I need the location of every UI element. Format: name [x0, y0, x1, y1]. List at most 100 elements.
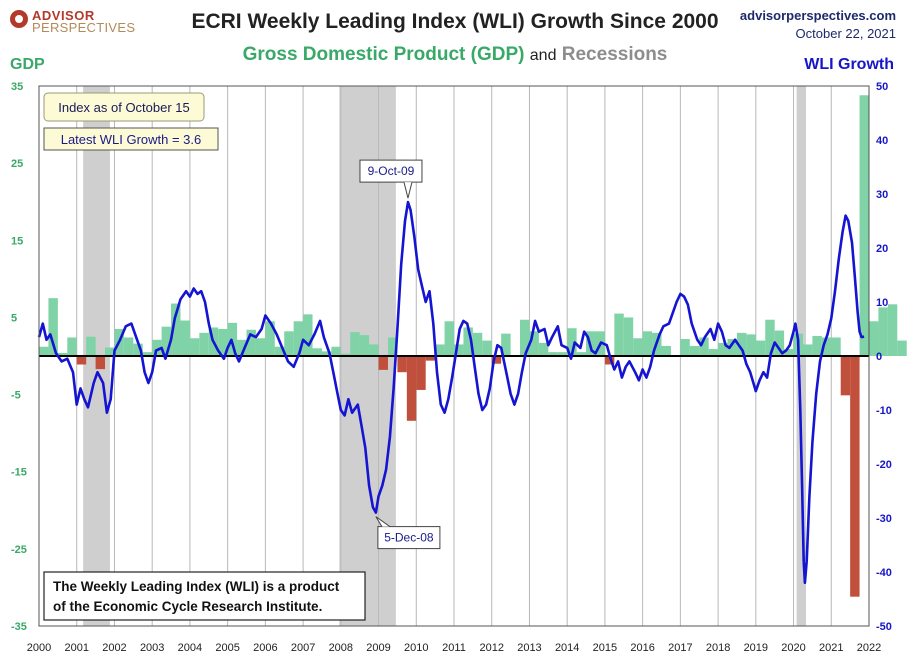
annotation-callout: 5-Dec-08 — [375, 516, 441, 550]
right-axis-title: WLI Growth — [804, 56, 894, 73]
left-tick-label: -5 — [11, 390, 21, 402]
annotation-box — [377, 526, 441, 550]
x-tick-label: 2007 — [291, 642, 315, 654]
note-line-2: of the Economic Cycle Research Institute… — [53, 599, 322, 614]
subtitle-gdp: Gross Domestic Product (GDP) — [242, 44, 525, 65]
gdp-bar — [152, 339, 162, 356]
x-tick-label: 2021 — [819, 642, 843, 654]
x-tick-label: 2014 — [555, 642, 579, 654]
annotation-pointer — [403, 181, 413, 199]
gdp-bar — [623, 317, 634, 356]
gdp-bar — [784, 349, 794, 356]
gdp-bar — [444, 321, 454, 356]
gdp-bar — [501, 333, 511, 356]
x-tick-label: 2018 — [706, 642, 730, 654]
logo-icon — [10, 10, 28, 28]
gdp-bar — [689, 345, 700, 356]
chart-subtitle: Gross Domestic Product (GDP) and Recessi… — [0, 44, 910, 66]
gdp-bar — [661, 345, 671, 356]
gdp-bar — [604, 356, 615, 365]
gdp-bar — [746, 334, 756, 356]
gdp-bar — [76, 356, 87, 365]
gdp-bar — [821, 337, 832, 356]
gdp-bar — [397, 356, 407, 373]
gdp-bar — [831, 337, 841, 356]
x-tick-label: 2012 — [479, 642, 503, 654]
x-tick-label: 2009 — [366, 642, 390, 654]
left-tick-label: 25 — [11, 158, 23, 170]
gdp-bar — [406, 356, 417, 421]
left-tick-label: 15 — [11, 235, 23, 247]
x-tick-label: 2000 — [27, 642, 51, 654]
gdp-bar — [312, 348, 322, 356]
x-tick-label: 2001 — [64, 642, 88, 654]
gdp-bar — [614, 313, 624, 356]
gdp-bar — [869, 321, 879, 356]
index-date-box: Index as of October 15 — [43, 92, 205, 122]
gdp-bar — [425, 356, 436, 361]
gdp-bar — [482, 340, 492, 356]
right-tick-label: 50 — [876, 81, 888, 93]
left-tick-label: 35 — [11, 81, 23, 93]
x-tick-label: 2011 — [442, 642, 466, 654]
right-tick-label: 30 — [876, 189, 888, 201]
gdp-bar — [67, 337, 77, 356]
gdp-bar — [359, 335, 370, 356]
gdp-bar — [736, 332, 747, 356]
gdp-bar — [718, 342, 728, 356]
right-tick-label: 40 — [876, 135, 888, 147]
x-tick-label: 2005 — [215, 642, 239, 654]
gdp-bar — [416, 356, 426, 390]
gdp-bar — [463, 327, 473, 356]
website-label[interactable]: advisorperspectives.com — [739, 8, 896, 23]
chart-title: ECRI Weekly Leading Index (WLI) Growth S… — [191, 10, 719, 33]
gdp-bar — [765, 319, 775, 356]
gdp-bar — [293, 321, 304, 356]
right-tick-label: 0 — [876, 351, 882, 363]
latest-wli-box: Latest WLI Growth = 3.6 — [43, 127, 219, 151]
gdp-bar — [86, 336, 96, 356]
gdp-bar — [161, 326, 172, 356]
gdp-bar — [284, 331, 294, 356]
gdp-bar — [133, 343, 143, 356]
gdp-bar — [642, 331, 653, 356]
gdp-bar — [142, 352, 153, 356]
gdp-bar — [567, 328, 577, 356]
note-line-1: The Weekly Leading Index (WLI) is a prod… — [53, 579, 340, 594]
gdp-bar — [812, 335, 822, 356]
gdp-bar — [680, 339, 690, 356]
gdp-bar — [633, 338, 643, 356]
index-date-text: Index as of October 15 — [58, 100, 190, 115]
gdp-bar — [369, 344, 379, 356]
annotation-label: 9-Oct-09 — [368, 164, 415, 178]
x-tick-label: 2020 — [781, 642, 805, 654]
gdp-bar — [321, 351, 332, 356]
gdp-bars — [39, 95, 907, 597]
gdp-bar — [435, 344, 445, 356]
right-tick-label: -30 — [876, 513, 892, 525]
gdp-bar — [576, 352, 587, 356]
left-tick-label: 5 — [11, 312, 17, 324]
x-tick-label: 2008 — [329, 642, 353, 654]
right-tick-label: 10 — [876, 297, 888, 309]
left-axis-ticks: 35 25 15 5 -5 -15 -25 -35 — [11, 81, 27, 633]
gdp-bar — [274, 346, 285, 356]
gdp-bar — [350, 332, 360, 356]
right-tick-label: -50 — [876, 621, 892, 633]
left-axis-title: GDP — [10, 56, 45, 73]
x-tick-label: 2022 — [857, 642, 881, 654]
gdp-bar — [548, 352, 558, 356]
gdp-bar — [454, 344, 464, 356]
right-tick-label: -10 — [876, 405, 892, 417]
wli-line-group — [37, 200, 865, 585]
x-tick-label: 2006 — [253, 642, 277, 654]
x-tick-label: 2013 — [517, 642, 541, 654]
gdp-bar — [529, 331, 539, 356]
x-tick-label: 2003 — [140, 642, 164, 654]
left-tick-label: -15 — [11, 467, 27, 479]
x-axis-ticks: 2000 2001 2002 2003 2004 2005 2006 2007 2008 2009… — [27, 642, 881, 654]
annotation-label: 5-Dec-08 — [384, 531, 434, 545]
gdp-bar — [199, 332, 209, 356]
gdp-bar — [699, 337, 709, 356]
annotations: 9-Oct-09 5-Dec-08 — [359, 159, 441, 550]
